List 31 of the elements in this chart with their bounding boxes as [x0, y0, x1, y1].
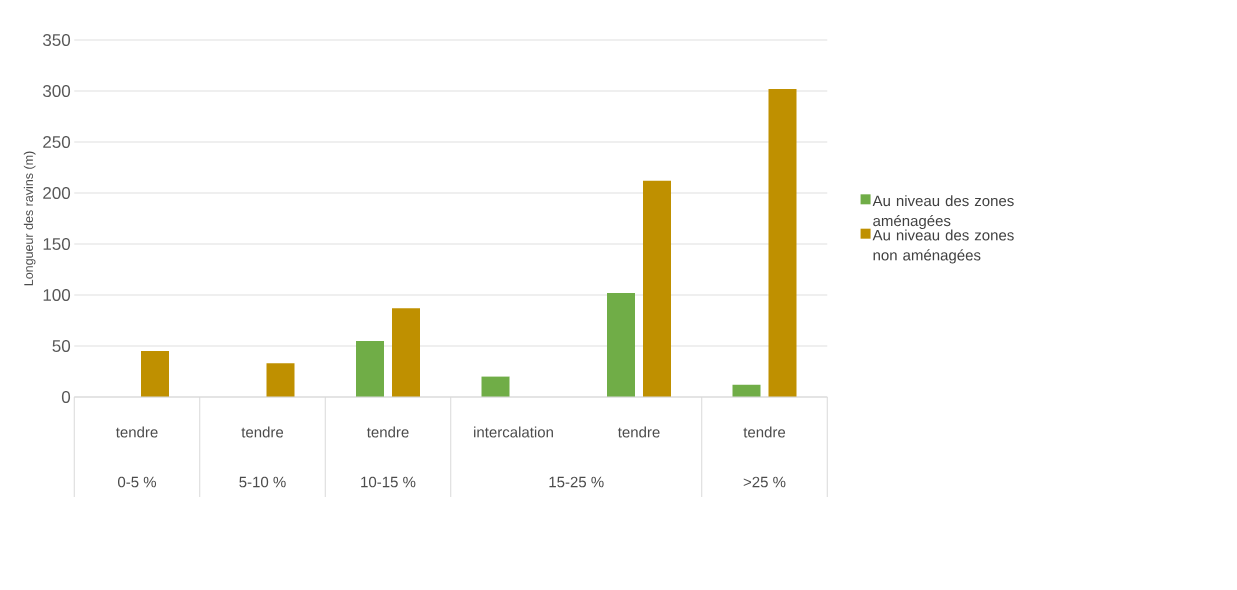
- bar: [768, 88, 797, 397]
- x-tick-label: tendre: [617, 426, 660, 438]
- y-axis-title: Longueur des ravins (m): [23, 151, 36, 286]
- bar: [643, 180, 671, 397]
- legend-label: Au niveau des zones non aménagées: [872, 229, 1014, 264]
- bar: [392, 308, 420, 397]
- y-tick-label: 0: [61, 390, 71, 404]
- bar: [141, 351, 169, 397]
- x-tick-label: tendre: [743, 426, 786, 438]
- bar: [266, 363, 295, 397]
- legend-label: Au niveau des zones aménagées: [872, 195, 1014, 230]
- x-tick-label: intercalation: [474, 426, 553, 438]
- bar: [732, 384, 761, 397]
- y-tick-label: 350: [43, 33, 71, 47]
- bar: [607, 292, 635, 397]
- text: 15-25 %: [549, 476, 604, 488]
- y-tick-label: 200: [43, 186, 71, 200]
- y-tick-label: 100: [43, 288, 71, 302]
- y-tick-label: 300: [43, 84, 71, 98]
- y-tick-label: 150: [43, 237, 71, 251]
- x-tick-label: tendre: [115, 426, 158, 438]
- text: 5-10 %: [239, 476, 286, 488]
- y-tick-label: 250: [43, 135, 71, 149]
- text: >25 %: [743, 476, 786, 488]
- bar: [356, 340, 384, 397]
- x-tick-label: tendre: [366, 426, 409, 438]
- x-tick-label: tendre: [241, 426, 284, 438]
- y-tick-label: 50: [52, 339, 71, 353]
- text: 0-5 %: [117, 476, 157, 488]
- text: 10-15 %: [361, 476, 416, 488]
- bar: [481, 376, 510, 397]
